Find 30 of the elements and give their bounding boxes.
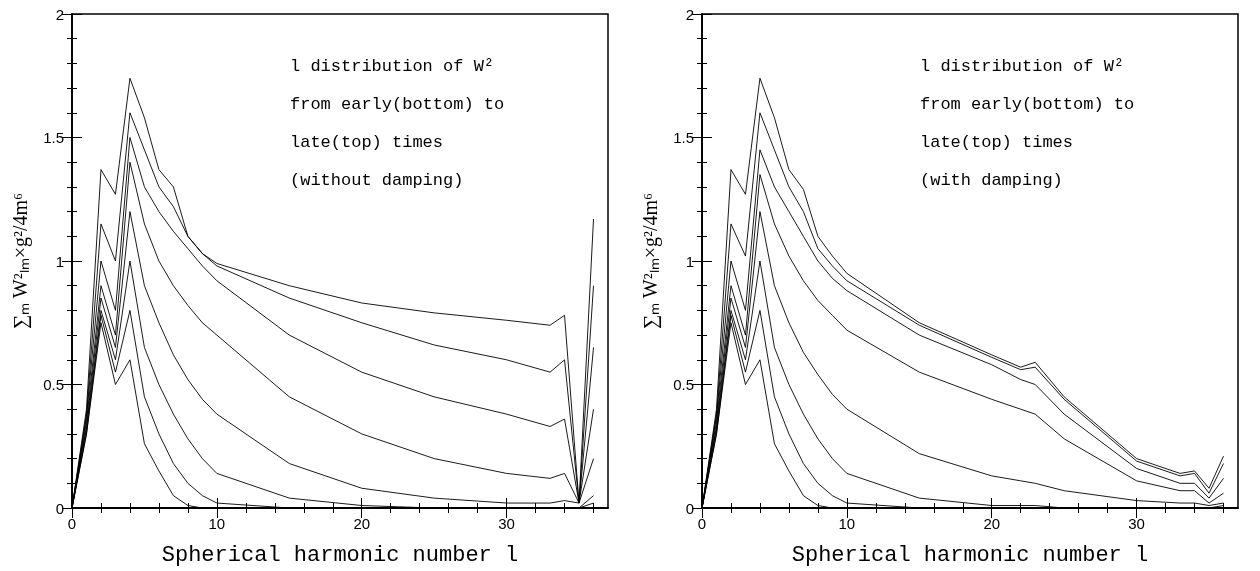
annotation: l distribution of W² [920, 57, 1125, 76]
y-tick-label: 1 [55, 252, 64, 270]
y-tick-label: 0.5 [673, 376, 694, 393]
annotation: from early(bottom) to [290, 95, 505, 114]
x-tick-label: 10 [208, 515, 226, 532]
annotation: from early(bottom) to [920, 95, 1135, 114]
x-tick-label: 10 [838, 515, 856, 532]
annotation: (with damping) [920, 171, 1063, 190]
y-tick-label: 2 [685, 5, 694, 23]
y-tick-label: 0.5 [43, 376, 64, 393]
annotation: late(top) times [920, 133, 1074, 152]
x-tick-label: 0 [697, 515, 707, 532]
annotation: l distribution of W² [290, 57, 495, 76]
annotation: (without damping) [290, 171, 464, 190]
x-tick-label: 20 [983, 515, 1001, 532]
x-tick-label: 0 [67, 515, 77, 532]
x-axis-title: Spherical harmonic number l [791, 542, 1149, 568]
y-tick-label: 2 [55, 5, 64, 23]
annotation: late(top) times [290, 133, 444, 152]
y-tick-label: 0 [685, 499, 694, 517]
y-tick-label: 0 [55, 499, 64, 517]
x-tick-label: 30 [1128, 515, 1145, 532]
y-tick-label: 1 [685, 252, 694, 270]
y-tick-label: 1.5 [673, 129, 694, 146]
x-axis-title: Spherical harmonic number l [161, 542, 519, 568]
x-tick-label: 20 [353, 515, 371, 532]
y-axis-title: ∑ₘ W²ₗₘ×g²/4m⁶ [9, 192, 32, 330]
y-axis-title: ∑ₘ W²ₗₘ×g²/4m⁶ [639, 192, 662, 330]
x-tick-label: 30 [498, 515, 515, 532]
y-tick-label: 1.5 [43, 129, 64, 146]
